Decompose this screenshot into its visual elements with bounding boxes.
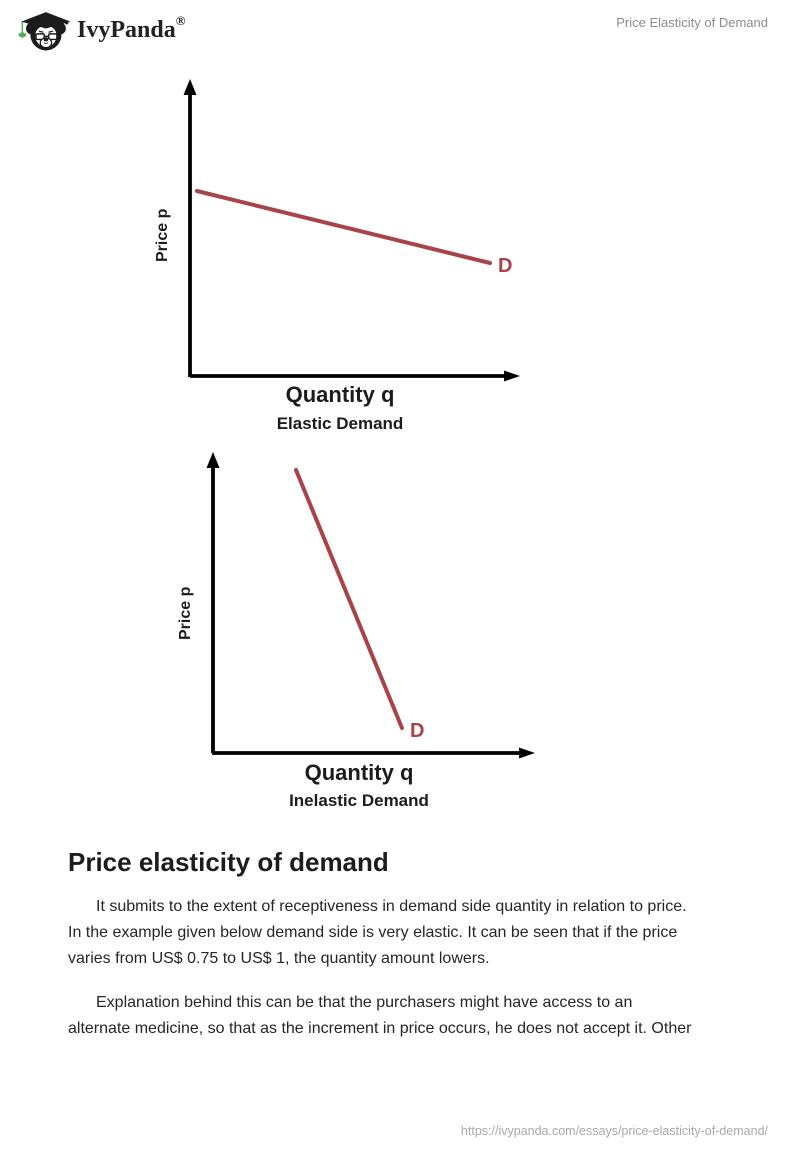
svg-text:D: D [498, 255, 512, 277]
svg-text:Quantity q: Quantity q [286, 382, 395, 407]
svg-text:Quantity q: Quantity q [305, 760, 414, 785]
svg-text:Price p: Price p [177, 586, 194, 640]
svg-text:Inelastic Demand: Inelastic Demand [289, 791, 429, 810]
svg-text:D: D [410, 720, 424, 742]
svg-text:Elastic Demand: Elastic Demand [277, 414, 404, 433]
svg-text:Price p: Price p [154, 208, 171, 262]
